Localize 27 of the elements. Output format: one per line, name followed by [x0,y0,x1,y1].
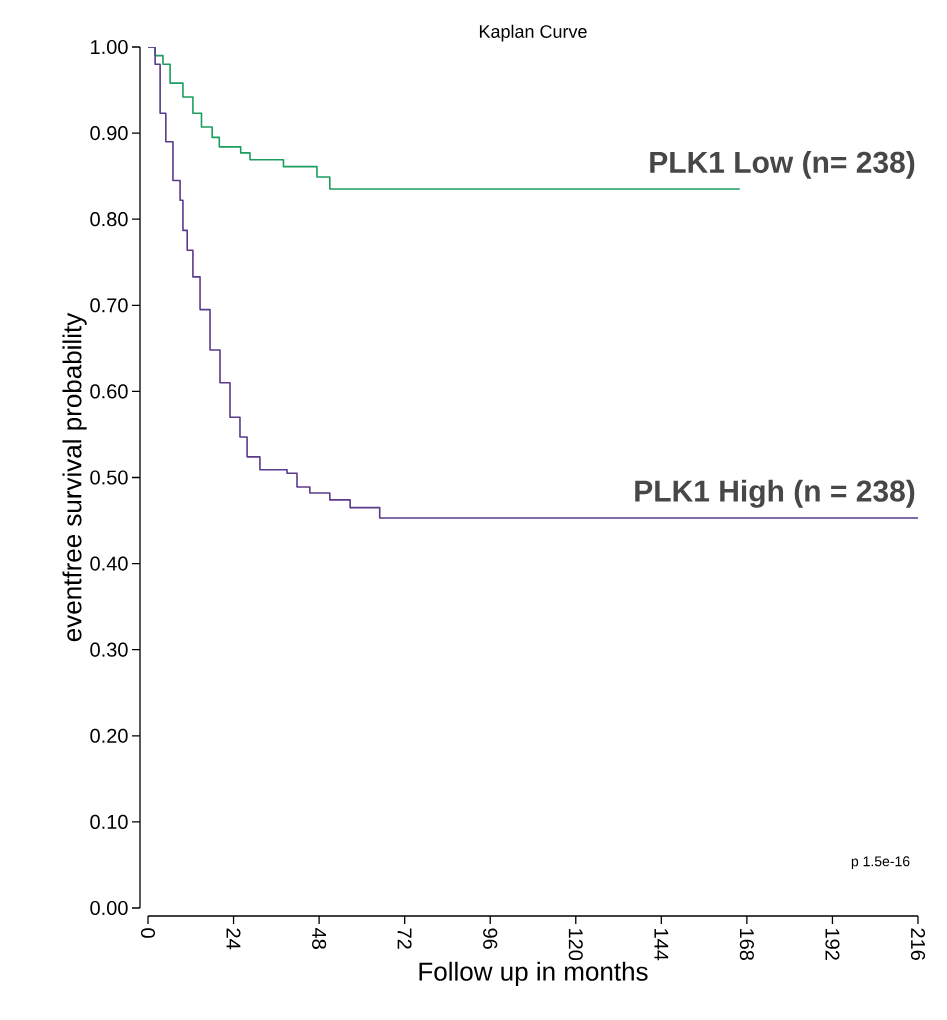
x-tick-label: 24 [226,928,241,950]
y-tick-label: 0.60 [90,384,128,399]
y-axis-title: eventfree survival probability [62,312,87,642]
x-tick-label: 216 [910,928,926,961]
x-tick-label: 0 [140,928,156,938]
y-tick-label: 0.80 [90,212,128,227]
x-tick-label: 96 [483,928,498,949]
x-tick-label: 144 [654,929,669,961]
y-tick-label: 0.00 [90,900,128,916]
y-tick-label: 0.10 [90,814,128,829]
y-tick-label: 0.20 [90,728,128,743]
x-tick-label: 72 [397,928,412,949]
x-tick-label: 192 [825,929,840,960]
series-label: PLK1 High (n = 238) [635,479,915,508]
y-tick-label: 0.30 [90,642,128,657]
x-axis-title: Follow up in months [419,961,648,986]
annotation: p 1.5e-16 [851,856,910,870]
chart-title: Kaplan Curve [479,24,587,42]
y-tick-label: 0.70 [90,298,128,313]
y-tick-label: 0.90 [90,126,128,141]
x-tick-label: 120 [568,929,583,961]
x-tick-label: 48 [312,927,327,949]
y-tick-label: 0.50 [90,470,128,485]
x-tick-label: 168 [739,929,754,961]
y-tick-label: 0.40 [90,556,128,571]
y-tick-label: 1.00 [91,39,128,55]
series-label: PLK1 Low (n= 238) [650,150,915,179]
